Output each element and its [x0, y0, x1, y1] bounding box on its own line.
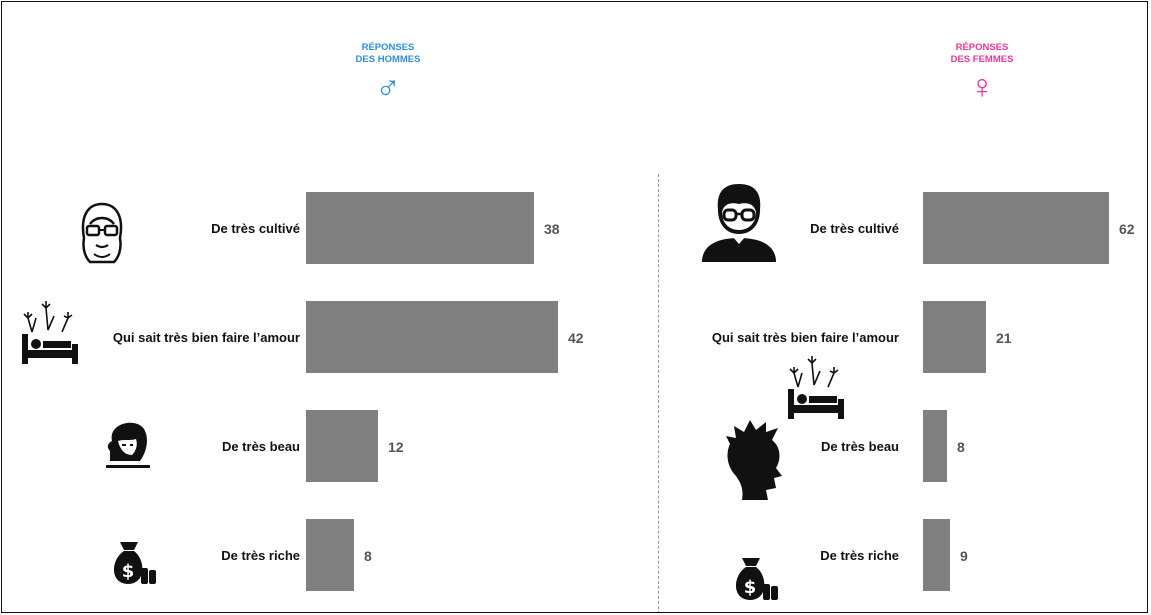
- panel-divider: [658, 174, 659, 612]
- women-bar-3: [923, 410, 947, 482]
- men-value-label-1: 38: [544, 221, 560, 237]
- men-bar-4: [306, 519, 354, 591]
- men-value-label-2: 42: [568, 330, 584, 346]
- women-value-label-3: 8: [957, 439, 965, 455]
- women-header-line-2: DES FEMMES: [950, 54, 1014, 65]
- women-category-label-1: De très cultivé: [810, 221, 899, 236]
- men-bar-2: [306, 301, 558, 373]
- women-bar-4: [923, 519, 950, 591]
- svg-text:$: $: [744, 577, 757, 598]
- women-value-label-4: 9: [960, 548, 968, 564]
- women-value-label-2: 21: [996, 330, 1012, 346]
- men-header-line-1: RÉPONSES: [361, 42, 415, 53]
- men-header: RÉPONSES DES HOMMES ♂: [308, 42, 468, 106]
- men-category-label-3: De très beau: [221, 439, 300, 454]
- men-category-label-2: Qui sait très bien faire l’amour: [112, 330, 300, 345]
- woman-glasses-icon: [81, 202, 123, 264]
- man-glasses-icon: [702, 184, 776, 262]
- men-header-line-2: DES HOMMES: [355, 54, 421, 65]
- male-symbol-icon: ♂: [375, 68, 401, 106]
- women-value-label-1: 62: [1119, 221, 1135, 237]
- women-panel: RÉPONSES DES FEMMES ♀: [658, 2, 1147, 612]
- man-silhouette-icon: [726, 420, 782, 500]
- woman-face-icon: [106, 422, 150, 468]
- men-bar-3: [306, 410, 378, 482]
- women-category-label-4: De très riche: [820, 548, 899, 563]
- women-category-label-2: Qui sait très bien faire l’amour: [711, 330, 899, 345]
- women-category-label-3: De très beau: [820, 439, 899, 454]
- women-header-line-1: RÉPONSES: [955, 42, 1009, 53]
- bed-fireworks-icon: [788, 356, 844, 419]
- men-panel: RÉPONSES DES HOMMES ♂: [2, 2, 658, 612]
- men-value-label-3: 12: [388, 439, 404, 455]
- men-category-label-4: De très riche: [221, 548, 300, 563]
- men-bar-1: [306, 192, 534, 264]
- women-bar-2: [923, 301, 986, 373]
- men-value-label-4: 8: [364, 548, 372, 564]
- women-header: RÉPONSES DES FEMMES ♀: [902, 42, 1062, 106]
- female-symbol-icon: ♀: [969, 68, 995, 106]
- money-bag-icon: $: [735, 558, 778, 600]
- men-category-label-1: De très cultivé: [211, 221, 300, 236]
- svg-text:$: $: [122, 561, 135, 582]
- women-bar-1: [923, 192, 1109, 264]
- bed-fireworks-icon: [22, 301, 78, 364]
- money-bag-icon: $: [113, 542, 156, 584]
